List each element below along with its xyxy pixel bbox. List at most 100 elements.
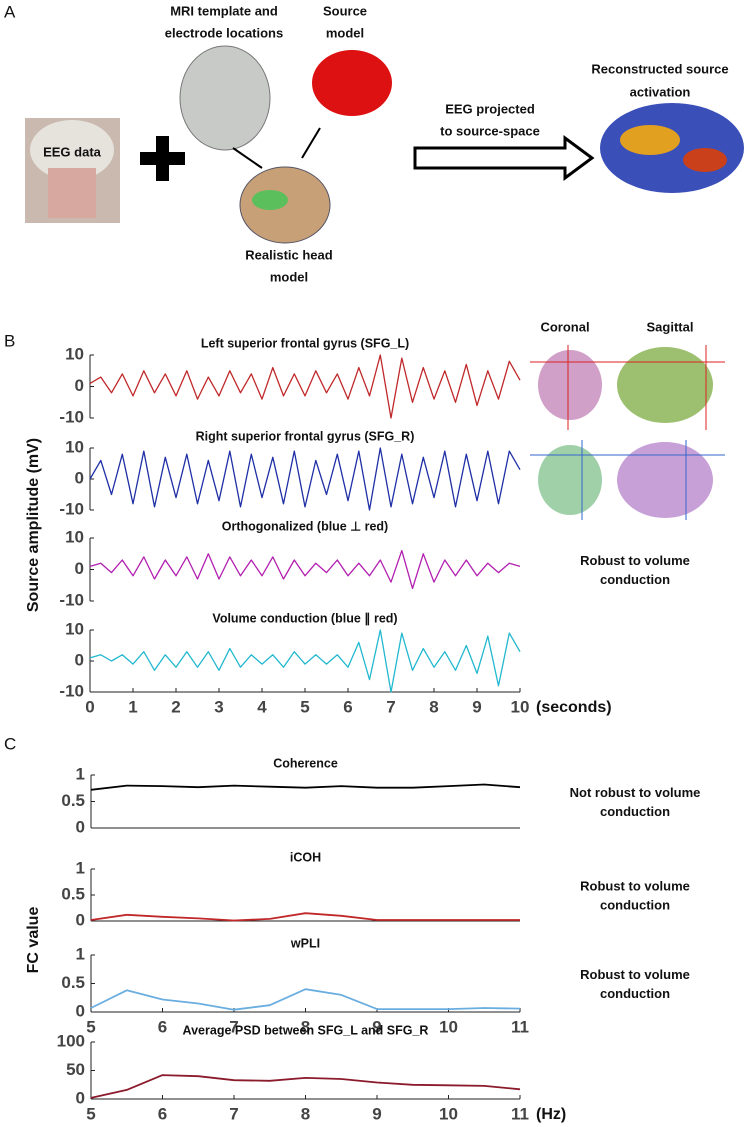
x-tick-label: 7 [386, 697, 395, 716]
x-tick-label: 9 [472, 697, 481, 716]
y-axis-label: FC value [25, 907, 42, 974]
projection-label: EEG projected [445, 101, 535, 116]
brain-activation [620, 125, 680, 155]
head-model-part [252, 190, 288, 210]
annotation: Robust to volume [580, 967, 690, 982]
x-tick-label: 7 [229, 1104, 238, 1123]
annotation: Robust to volume [580, 878, 690, 893]
source-label: Source [323, 3, 367, 18]
y-tick-label: 0 [75, 376, 84, 395]
y-tick-label: 10 [65, 619, 84, 638]
head-label: model [270, 269, 308, 284]
series-line [89, 549, 521, 590]
mri-label: MRI template and [170, 3, 278, 18]
x-tick-label: 5 [86, 1017, 95, 1036]
x-tick-label: 10 [439, 1017, 458, 1036]
x-unit-label: (seconds) [536, 699, 612, 716]
y-tick-label: 0 [75, 559, 84, 578]
x-tick-label: 6 [158, 1017, 167, 1036]
annotation: Robust to volume [580, 553, 690, 568]
x-tick-label: 9 [372, 1017, 381, 1036]
x-tick-label: 4 [257, 697, 267, 716]
plus-v [156, 136, 169, 181]
x-tick-label: 3 [214, 697, 223, 716]
panel-label: A [4, 2, 16, 21]
brain-activation [683, 148, 727, 172]
chart-title: iCOH [290, 850, 321, 864]
y-tick-label: -10 [59, 499, 84, 518]
y-tick-label: 50 [66, 1060, 85, 1079]
x-tick-label: 2 [171, 697, 180, 716]
coronal-slice [538, 350, 602, 420]
y-tick-label: 0.5 [61, 884, 85, 903]
y-tick-label: 0 [76, 1088, 85, 1107]
x-tick-label: 8 [301, 1017, 310, 1036]
series-line [89, 354, 521, 419]
eeg-cap [30, 120, 114, 180]
x-tick-label: 6 [343, 697, 352, 716]
chart-title: Coherence [273, 756, 338, 770]
source-label: model [326, 25, 364, 40]
y-tick-label: 10 [65, 437, 84, 456]
y-tick-label: 1 [76, 764, 85, 783]
y-tick-label: 0 [76, 910, 85, 929]
y-tick-label: 0 [76, 1001, 85, 1020]
annotation: conduction [600, 572, 670, 587]
annotation: conduction [600, 804, 670, 819]
y-tick-label: 0.5 [61, 791, 85, 810]
coronal-slice [538, 445, 602, 515]
series-line [90, 1074, 521, 1099]
projection-label: to source-space [440, 123, 540, 138]
panel-b-brains [530, 345, 725, 520]
x-tick-label: 7 [229, 1017, 238, 1036]
x-tick-label: 5 [86, 1104, 95, 1123]
annotation: conduction [600, 897, 670, 912]
x-tick-label: 0 [85, 697, 94, 716]
chart-title: Orthogonalized (blue ⊥ red) [222, 519, 388, 533]
face-blur [48, 168, 96, 218]
y-tick-label: -10 [59, 407, 84, 426]
view-label: Coronal [540, 319, 589, 334]
y-axis-label: Source amplitude (mV) [25, 438, 42, 612]
chart-title: Right superior frontal gyrus (SFG_R) [196, 429, 415, 443]
series-line [90, 783, 521, 791]
projection-arrow [413, 135, 595, 181]
y-tick-label: 10 [65, 527, 84, 546]
series-line [90, 912, 520, 922]
mri-head [179, 45, 271, 151]
x-tick-label: 10 [439, 1104, 458, 1123]
x-unit-label: (Hz) [536, 1106, 566, 1123]
x-tick-label: 6 [158, 1104, 167, 1123]
chart-title: Left superior frontal gyrus (SFG_L) [201, 336, 409, 350]
arrow [301, 127, 321, 159]
y-tick-label: 0.5 [61, 973, 85, 992]
x-tick-label: 1 [128, 697, 137, 716]
y-tick-label: 0 [75, 650, 84, 669]
panel-label: C [4, 734, 16, 753]
x-tick-label: 8 [301, 1104, 310, 1123]
view-label: Sagittal [647, 319, 694, 334]
sagittal-slice [617, 347, 713, 423]
chart-title: wPLI [290, 936, 320, 950]
panel-a-art [25, 45, 744, 244]
eeg-label: EEG data [43, 144, 102, 159]
mri-label: electrode locations [165, 25, 283, 40]
x-tick-label: 11 [511, 1017, 529, 1036]
x-tick-label: 5 [300, 697, 309, 716]
head-label: Realistic head [245, 247, 332, 262]
reconstructed-label: Reconstructed source [591, 61, 728, 76]
x-tick-label: 10 [511, 697, 530, 716]
series-line [89, 447, 521, 511]
chart-title: Average PSD between SFG_L and SFG_R [183, 1023, 429, 1037]
source-model [312, 50, 392, 116]
series-line [89, 629, 521, 693]
y-tick-label: 1 [76, 858, 85, 877]
panel-label: B [4, 331, 15, 350]
arrow [232, 147, 263, 169]
reconstructed-label: activation [630, 84, 691, 99]
series-line [90, 988, 521, 1011]
annotation: Not robust to volume [570, 785, 701, 800]
x-tick-label: 11 [511, 1104, 529, 1123]
x-tick-label: 8 [429, 697, 438, 716]
